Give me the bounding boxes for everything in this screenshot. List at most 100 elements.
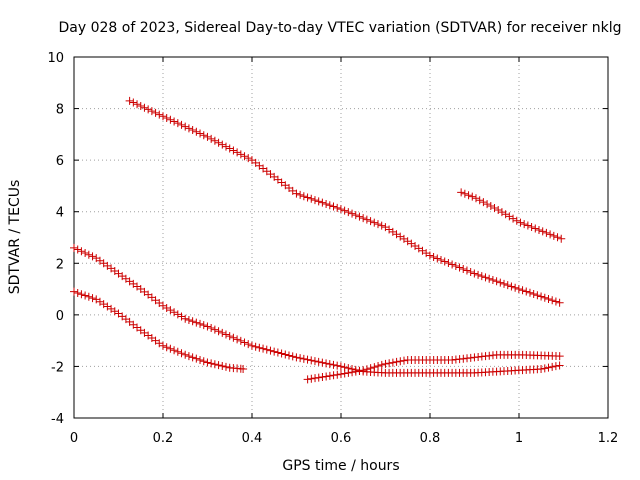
data-point [351, 367, 360, 376]
data-point [333, 203, 342, 212]
data-point [318, 198, 327, 207]
data-point [385, 359, 394, 368]
data-point [340, 369, 349, 378]
data-point [188, 317, 197, 326]
data-point [359, 366, 368, 375]
y-tick-label: 8 [56, 103, 64, 118]
data-point [310, 357, 319, 366]
data-point [225, 332, 234, 341]
data-point [344, 368, 353, 377]
data-point [284, 351, 293, 360]
data-point [548, 296, 557, 305]
data-point [329, 360, 338, 369]
x-tick-label: 0 [70, 431, 78, 446]
data-point [501, 210, 510, 219]
data-point [247, 341, 256, 350]
data-point [537, 292, 546, 301]
data-point [184, 124, 193, 133]
data-point [318, 373, 327, 382]
data-point [166, 344, 175, 353]
data-point [538, 227, 547, 236]
data-point [144, 105, 153, 114]
data-point [549, 231, 558, 240]
data-point [486, 202, 495, 211]
data-point [329, 202, 338, 211]
y-tick-label: 0 [56, 309, 64, 324]
data-point [158, 112, 167, 121]
data-point [459, 265, 468, 274]
chart-title: Day 028 of 2023, Sidereal Day-to-day VTE… [59, 20, 622, 36]
data-point [303, 355, 312, 364]
data-point [203, 322, 212, 331]
data-point [551, 297, 560, 306]
data-point [192, 318, 201, 327]
x-axis-label: GPS time / hours [282, 458, 399, 474]
data-point [500, 279, 509, 288]
data-point [173, 119, 182, 128]
data-point [244, 340, 253, 349]
data-point [203, 358, 212, 367]
data-point [255, 343, 264, 352]
data-point [188, 353, 197, 362]
data-point [303, 193, 312, 202]
data-point [292, 353, 301, 362]
data-point [494, 205, 503, 214]
data-point [540, 293, 549, 302]
data-point [444, 259, 453, 268]
data-point [505, 212, 514, 221]
data-point [177, 312, 186, 321]
series-sat-a [125, 96, 564, 307]
data-point [170, 308, 179, 317]
data-point [325, 201, 334, 210]
data-point [551, 362, 560, 371]
data-point [348, 209, 357, 218]
data-point [359, 214, 368, 223]
data-point [218, 140, 227, 149]
data-point [531, 224, 540, 233]
y-axis-label: SDTVAR / TECUs [7, 180, 23, 295]
data-point [329, 371, 338, 380]
data-point [314, 357, 323, 366]
data-point [555, 361, 564, 370]
data-point [81, 248, 90, 257]
data-point [322, 372, 331, 381]
series-sat-c [70, 243, 564, 377]
data-point [433, 254, 442, 263]
data-point [136, 101, 145, 110]
data-point [210, 360, 219, 369]
data-point [192, 354, 201, 363]
data-point [140, 103, 149, 112]
data-point [288, 352, 297, 361]
data-point [485, 274, 494, 283]
data-point [173, 310, 182, 319]
x-tick-label: 0.2 [153, 431, 174, 446]
data-point [392, 357, 401, 366]
data-point [162, 343, 171, 352]
data-point [542, 228, 551, 237]
data-point [299, 354, 308, 363]
data-point [296, 354, 305, 363]
data-point [518, 286, 527, 295]
data-point [270, 347, 279, 356]
data-point [373, 220, 382, 229]
data-point [192, 127, 201, 136]
data-point [84, 250, 93, 259]
data-point [240, 338, 249, 347]
data-point [125, 96, 134, 105]
data-point [222, 142, 231, 151]
data-point [544, 294, 553, 303]
data-point [214, 138, 223, 147]
data-point [366, 364, 375, 373]
data-point [475, 196, 484, 205]
data-point [177, 349, 186, 358]
data-point [546, 230, 555, 239]
data-point [503, 281, 512, 290]
data-point [229, 333, 238, 342]
data-point [362, 365, 371, 374]
data-point [462, 266, 471, 275]
data-point [307, 374, 316, 383]
data-point [516, 218, 525, 227]
data-point [84, 292, 93, 301]
data-point [196, 355, 205, 364]
